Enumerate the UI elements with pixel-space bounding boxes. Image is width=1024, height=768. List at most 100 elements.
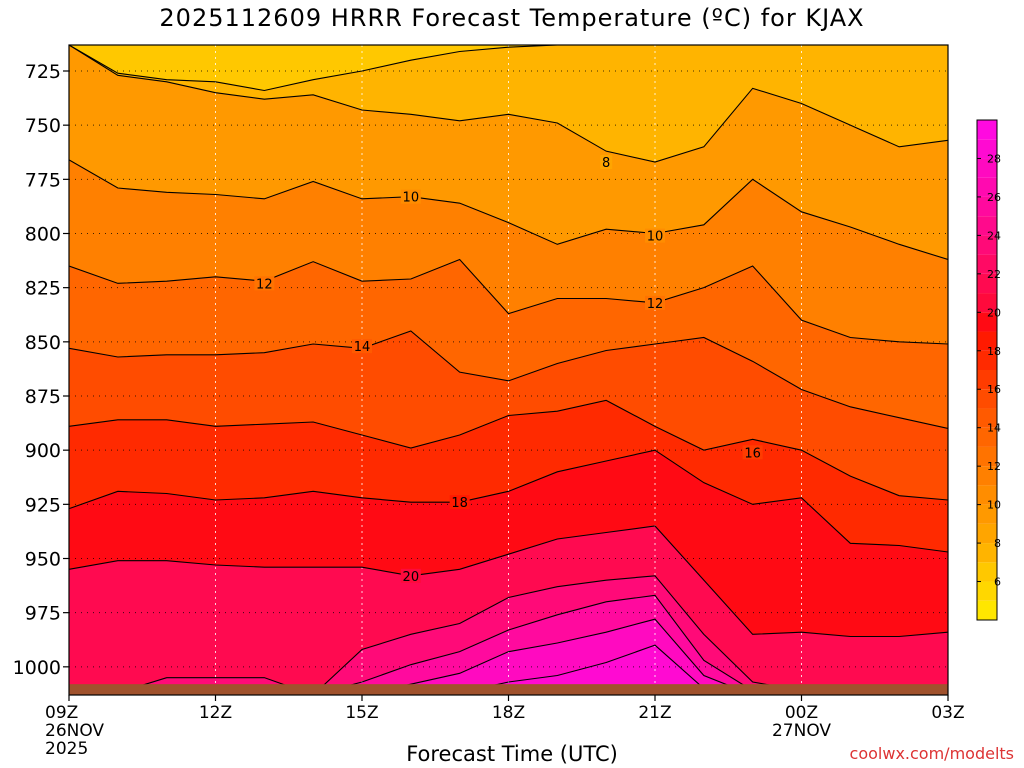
y-tick-label-850: 850 bbox=[25, 332, 61, 354]
y-tick-label-725: 725 bbox=[25, 61, 61, 83]
y-tick-label-825: 825 bbox=[25, 278, 61, 300]
contour-label-6: 16 bbox=[744, 446, 761, 461]
x-tick-label-3-0: 12Z bbox=[199, 703, 232, 723]
colorbar-label-16: 16 bbox=[987, 383, 1001, 396]
contour-line-7 bbox=[69, 45, 948, 92]
colorbar-swatch-13 bbox=[977, 427, 997, 447]
contour-label-0: 8 bbox=[602, 156, 610, 171]
contour-label-bg-7 bbox=[449, 495, 470, 510]
colorbar-label-10: 10 bbox=[987, 499, 1001, 512]
contour-label-bg-1 bbox=[400, 189, 421, 204]
contour-line-10 bbox=[69, 159, 948, 261]
contour-line-24 bbox=[69, 594, 948, 695]
contour-label-bg-8 bbox=[400, 568, 421, 583]
colorbar-swatch-8 bbox=[977, 523, 997, 544]
contour-line-12 bbox=[69, 258, 948, 345]
colorbar-label-22: 22 bbox=[987, 268, 1001, 281]
colorbar-swatch-9 bbox=[977, 504, 997, 524]
x-tick-label-18-0: 03Z bbox=[931, 703, 964, 723]
colorbar-swatch-17 bbox=[977, 350, 997, 370]
colorbar-label-20: 20 bbox=[987, 306, 1001, 319]
colorbar-swatch-12 bbox=[977, 446, 997, 467]
x-tick-label-15-0: 00Z bbox=[785, 703, 818, 723]
colorbar-swatch-28 bbox=[977, 139, 997, 159]
y-tick-label-925: 925 bbox=[25, 494, 61, 516]
y-tick-label-900: 900 bbox=[25, 440, 61, 462]
y-tick-label-950: 950 bbox=[25, 549, 61, 571]
colorbar-swatch-6 bbox=[977, 562, 997, 582]
contour-label-bg-6 bbox=[742, 445, 763, 460]
colorbar-swatch-4 bbox=[977, 600, 997, 620]
contour-label-bg-0 bbox=[600, 155, 613, 169]
colorbar-swatch-19 bbox=[977, 312, 997, 332]
colorbar-swatch-23 bbox=[977, 235, 997, 255]
ground bbox=[69, 684, 948, 695]
ground-strip bbox=[69, 684, 948, 695]
contour-label-bg-5 bbox=[352, 339, 372, 354]
contour-labels: 8 10 10 12 12 14 16 18 20 bbox=[254, 155, 763, 585]
contour-label-3: 12 bbox=[256, 277, 273, 292]
colorbar-swatch-16 bbox=[977, 370, 997, 390]
colorbar-swatch-11 bbox=[977, 466, 997, 486]
x-tick-label-0-1: 26NOV bbox=[45, 721, 104, 741]
contour-label-bg-3 bbox=[254, 276, 275, 291]
colorbar-swatch-21 bbox=[977, 273, 997, 294]
y-tick-label-1000: 1000 bbox=[13, 657, 61, 679]
y-tick-label-875: 875 bbox=[25, 386, 61, 408]
axes: 725 750 775 800 825 850 875 900 925 950 975 1000 09Z… bbox=[13, 44, 965, 759]
contour-lines bbox=[69, 45, 948, 695]
contour-label-7: 18 bbox=[451, 496, 468, 511]
y-tick-label-775: 775 bbox=[25, 169, 61, 191]
colorbar-label-8: 8 bbox=[994, 537, 1001, 550]
colorbar-swatch-29 bbox=[977, 120, 997, 140]
colorbar-label-18: 18 bbox=[987, 345, 1001, 358]
x-tick-label-6-0: 15Z bbox=[345, 703, 378, 723]
y-tick-label-975: 975 bbox=[25, 603, 61, 625]
colorbar-swatch-24 bbox=[977, 216, 997, 236]
x-tick-label-9-0: 18Z bbox=[492, 703, 525, 723]
contour-fills bbox=[69, 45, 948, 695]
colorbar-swatch-22 bbox=[977, 254, 997, 274]
colorbar-label-12: 12 bbox=[987, 460, 1001, 473]
x-axis-label: Forecast Time (UTC) bbox=[406, 742, 618, 766]
x-tick-label-12-0: 21Z bbox=[638, 703, 671, 723]
colorbar: 6 8 10 12 14 16 18 20 22 24 26 28 bbox=[976, 119, 1001, 621]
colorbar-swatch-10 bbox=[977, 485, 997, 505]
colorbar-swatch-7 bbox=[977, 543, 997, 563]
colorbar-swatch-15 bbox=[977, 389, 997, 409]
contour-label-bg-4 bbox=[645, 295, 665, 310]
contour-label-bg-2 bbox=[645, 228, 665, 243]
colorbar-swatch-18 bbox=[977, 331, 997, 351]
contour-line-26 bbox=[69, 618, 948, 695]
y-tick-label-750: 750 bbox=[25, 115, 61, 137]
y-tick-label-800: 800 bbox=[25, 224, 61, 246]
contour-label-8: 20 bbox=[403, 570, 420, 585]
chart-title: 2025112609 HRRR Forecast Temperature (ºC… bbox=[159, 4, 865, 32]
colorbar-label-28: 28 bbox=[987, 152, 1001, 165]
colorbar-label-24: 24 bbox=[987, 229, 1001, 242]
source-credit[interactable]: coolwx.com/modelts bbox=[849, 744, 1014, 763]
colorbar-swatch-25 bbox=[977, 196, 997, 217]
contour-line-20 bbox=[69, 525, 948, 638]
x-tick-label-15-1: 27NOV bbox=[772, 721, 831, 741]
contour-label-5: 14 bbox=[354, 340, 371, 355]
colorbar-label-14: 14 bbox=[987, 422, 1001, 435]
x-tick-label-0-2: 2025 bbox=[45, 739, 88, 759]
colorbar-label-6: 6 bbox=[994, 576, 1001, 589]
colorbar-swatch-27 bbox=[977, 158, 997, 178]
colorbar-label-26: 26 bbox=[987, 191, 1001, 204]
contour-label-2: 10 bbox=[647, 230, 664, 245]
contour-line-14 bbox=[69, 330, 948, 430]
colorbar-frame bbox=[976, 119, 998, 621]
contour-line-18 bbox=[69, 449, 948, 553]
colorbar-swatch-14 bbox=[977, 408, 997, 428]
contour-label-1: 10 bbox=[403, 191, 420, 206]
x-tick-label-0-0: 09Z bbox=[45, 703, 78, 723]
colorbar-swatch-5 bbox=[977, 581, 997, 601]
contour-label-4: 12 bbox=[647, 297, 664, 312]
contour-line-28 bbox=[69, 644, 948, 695]
colorbar-swatch-20 bbox=[977, 293, 997, 313]
colorbar-swatch-26 bbox=[977, 177, 997, 197]
contour-line-8 bbox=[69, 45, 948, 163]
